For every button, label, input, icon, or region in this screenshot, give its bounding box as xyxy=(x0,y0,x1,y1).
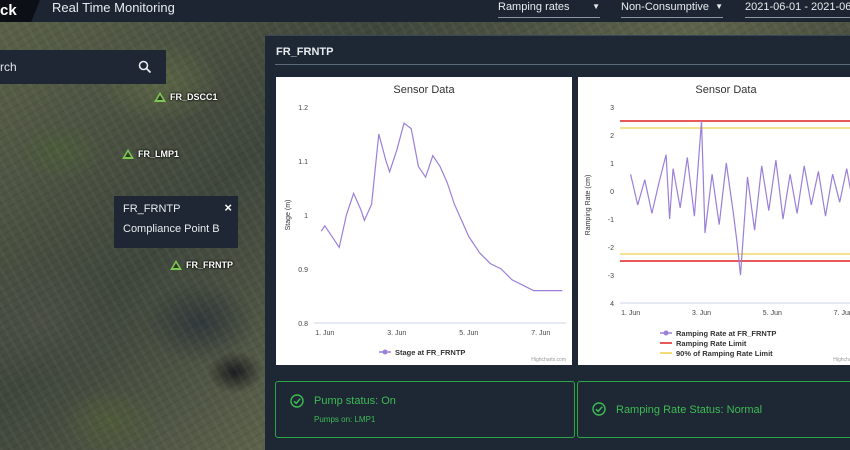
consumptive-dropdown[interactable]: Non-Consumptive ▼ xyxy=(621,0,723,18)
legend-item: 90% of Ramping Rate Limit xyxy=(676,349,773,358)
stage-chart: Sensor Data 1.2 1.1 1 0.9 0.8 1. Jun 3. Jun 5. J… xyxy=(275,76,573,366)
legend-item: Ramping Rate Limit xyxy=(676,339,747,348)
y-tick-label: -3 xyxy=(608,273,614,280)
triangle-marker-icon xyxy=(170,260,182,270)
y-tick-label: 3 xyxy=(610,105,614,112)
chart-credit: Highcharts.com xyxy=(833,357,850,363)
y-axis-label: Stage (m) xyxy=(285,200,292,231)
x-tick-label: 3. Jun xyxy=(692,310,711,317)
app-logo[interactable]: ck xyxy=(0,0,40,22)
x-tick-label: 1. Jun xyxy=(621,310,640,317)
popup-subtitle: Compliance Point B xyxy=(123,223,220,235)
legend-item: Ramping Rate at FR_FRNTP xyxy=(676,329,776,338)
search-icon[interactable] xyxy=(138,60,152,74)
ramping-rates-dropdown[interactable]: Ramping rates ▼ xyxy=(498,0,600,18)
map-marker-fr-lmp1[interactable]: FR_LMP1 xyxy=(122,149,179,159)
chart-credit: Highcharts.com xyxy=(531,357,566,363)
triangle-marker-icon xyxy=(122,149,134,159)
y-tick-label: 1 xyxy=(304,213,308,220)
chart-title: Sensor Data xyxy=(393,84,455,96)
legend-marker xyxy=(663,330,669,336)
x-tick-label: 5. Jun xyxy=(459,330,478,337)
date-range-value: 2021-06-01 - 2021-06- xyxy=(745,1,850,13)
y-tick-label: -2 xyxy=(608,245,614,252)
search-box xyxy=(0,50,166,84)
x-tick-label: 7. Jun xyxy=(531,330,550,337)
chevron-down-icon: ▼ xyxy=(592,2,600,11)
legend-item: Stage at FR_FRNTP xyxy=(395,348,465,357)
pump-status-card: Pump status: On Pumps on: LMP1 xyxy=(275,381,575,438)
consumptive-value: Non-Consumptive xyxy=(621,1,710,13)
ramping-rates-value: Ramping rates xyxy=(498,1,570,13)
x-tick-label: 3. Jun xyxy=(387,330,406,337)
y-tick-label: 1 xyxy=(610,161,614,168)
ramping-status-text: Ramping Rate Status: Normal xyxy=(616,404,763,416)
check-circle-icon xyxy=(592,402,606,416)
y-tick-label: 4 xyxy=(610,301,614,308)
x-tick-label: 7. Jun xyxy=(834,310,850,317)
chart-title: Sensor Data xyxy=(695,84,757,96)
check-circle-icon xyxy=(290,394,304,408)
y-axis-label: Ramping Rate (cm) xyxy=(585,175,592,236)
station-panel: FR_FRNTP Sensor Data 1.2 1.1 1 0.9 0.8 1. Jun 3… xyxy=(265,35,850,450)
marker-label: FR_FRNTP xyxy=(186,260,233,270)
app-title: Real Time Monitoring xyxy=(52,0,175,15)
date-range-picker[interactable]: 2021-06-01 - 2021-06- xyxy=(745,0,850,18)
panel-title: FR_FRNTP xyxy=(276,46,334,58)
y-tick-label: 2 xyxy=(610,133,614,140)
map-marker-fr-frntp[interactable]: FR_FRNTP xyxy=(170,260,233,270)
series-line xyxy=(320,122,563,292)
y-tick-label: 1.2 xyxy=(298,105,308,112)
pump-status-text: Pump status: On xyxy=(314,395,396,407)
ramping-status-card: Ramping Rate Status: Normal xyxy=(577,381,850,438)
x-tick-label: 5. Jun xyxy=(763,310,782,317)
marker-label: FR_LMP1 xyxy=(138,149,180,159)
top-bar: ck Real Time Monitoring Ramping rates ▼ … xyxy=(0,0,850,22)
ramping-chart: Sensor Data 3 2 1 0 -1 -2 -3 4 1. Jun 3. Jun 5. Jun… xyxy=(577,76,850,366)
y-tick-label: 0.8 xyxy=(298,321,308,328)
triangle-marker-icon xyxy=(154,92,166,102)
close-icon[interactable]: × xyxy=(224,200,232,215)
map-marker-fr-dscc1[interactable]: FR_DSCC1 xyxy=(154,92,218,102)
y-tick-label: 1.1 xyxy=(298,159,308,166)
popup-title: FR_FRNTP xyxy=(123,203,181,215)
divider xyxy=(275,64,850,65)
pumps-on-text: Pumps on: LMP1 xyxy=(314,415,376,424)
stage-chart-svg: Sensor Data 1.2 1.1 1 0.9 0.8 1. Jun 3. Jun 5. J… xyxy=(285,84,566,363)
station-popup: FR_FRNTP Compliance Point B × xyxy=(114,196,238,248)
chevron-down-icon: ▼ xyxy=(715,2,723,11)
y-tick-label: 0.9 xyxy=(298,267,308,274)
series-line xyxy=(630,120,850,276)
y-tick-label: -1 xyxy=(608,217,614,224)
search-input[interactable] xyxy=(0,60,130,74)
ramping-chart-svg: Sensor Data 3 2 1 0 -1 -2 -3 4 1. Jun 3. Jun 5. Jun… xyxy=(585,84,850,363)
marker-label: FR_DSCC1 xyxy=(170,92,218,102)
x-tick-label: 1. Jun xyxy=(315,330,334,337)
legend-marker xyxy=(382,349,388,355)
y-tick-label: 0 xyxy=(610,189,614,196)
